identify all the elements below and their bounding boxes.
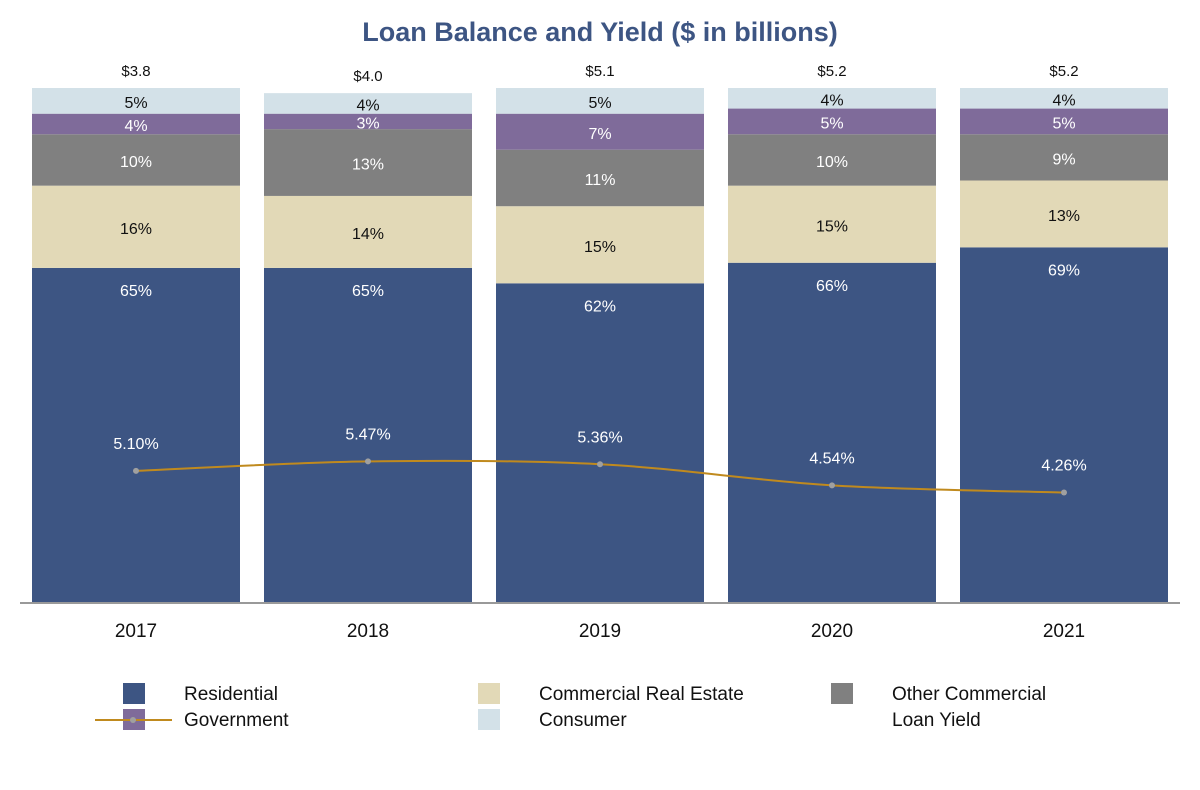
data-label: 11%	[585, 172, 616, 189]
bar-segment	[32, 88, 240, 114]
bar-segment	[32, 267, 240, 602]
bar-segment	[496, 88, 704, 114]
data-label: 14%	[352, 226, 384, 243]
legend-label: Government	[184, 710, 289, 731]
bar-segment	[728, 185, 936, 263]
bar-segment	[264, 195, 472, 268]
bar-segment	[496, 283, 704, 602]
data-label: 9%	[1052, 152, 1075, 169]
bar-segment	[32, 185, 240, 268]
bar-segment	[496, 113, 704, 150]
yield-label: 5.10%	[113, 436, 158, 453]
data-label: 5%	[588, 95, 611, 112]
legend-label: Other Commercial	[892, 684, 1046, 705]
yield-label: 5.47%	[345, 427, 390, 444]
bar-segment	[264, 113, 472, 130]
yield-marker	[597, 461, 603, 468]
data-label: 10%	[816, 154, 848, 171]
bar-segment	[960, 134, 1168, 181]
yield-label: 5.36%	[577, 429, 622, 446]
data-label: 15%	[584, 239, 616, 256]
data-label: 13%	[1048, 208, 1080, 225]
total-label: $5.2	[1049, 63, 1078, 80]
data-label: 65%	[120, 283, 152, 300]
yield-marker	[133, 467, 139, 474]
data-label: 4%	[124, 118, 147, 135]
data-label: 65%	[352, 283, 384, 300]
total-label: $5.2	[817, 63, 846, 80]
bar-segment	[264, 267, 472, 602]
data-label: 69%	[1048, 263, 1080, 280]
x-tick-label: 2018	[347, 621, 389, 642]
legend-swatch	[478, 709, 500, 730]
bar-segment	[728, 88, 936, 109]
x-tick-label: 2017	[115, 621, 157, 642]
bar-segment	[264, 129, 472, 196]
data-label: 5%	[1052, 116, 1075, 133]
legend-swatch	[478, 683, 500, 704]
bar-segment	[960, 247, 1168, 602]
chart-title: Loan Balance and Yield ($ in billions)	[362, 17, 838, 47]
data-label: 4%	[1052, 92, 1075, 109]
bar-segment	[32, 134, 240, 186]
data-label: 7%	[588, 126, 611, 143]
yield-label: 4.54%	[809, 451, 854, 468]
bar-segment	[264, 93, 472, 114]
bar-segment	[960, 180, 1168, 248]
bar-segment	[728, 262, 936, 602]
data-label: 10%	[120, 154, 152, 171]
bar-segment	[496, 206, 704, 284]
legend-marker	[130, 717, 136, 723]
data-label: 5%	[124, 95, 147, 112]
legend-label: Loan Yield	[892, 710, 981, 731]
legend-label: Residential	[184, 684, 278, 705]
data-label: 4%	[820, 92, 843, 109]
data-label: 16%	[120, 221, 152, 238]
data-label: 4%	[356, 98, 379, 115]
yield-marker	[829, 482, 835, 489]
data-label: 62%	[584, 299, 616, 316]
total-label: $5.1	[585, 63, 614, 80]
x-tick-label: 2021	[1043, 621, 1085, 642]
yield-marker	[1061, 489, 1067, 496]
x-tick-label: 2020	[811, 621, 853, 642]
bar-segment	[960, 88, 1168, 109]
data-label: 66%	[816, 278, 848, 295]
legend-label: Commercial Real Estate	[539, 684, 744, 705]
data-label: 13%	[352, 157, 384, 174]
total-label: $4.0	[353, 68, 382, 85]
bar-segment	[32, 113, 240, 135]
total-label: $3.8	[121, 63, 150, 80]
legend-label: Consumer	[539, 710, 627, 731]
data-label: 5%	[820, 116, 843, 133]
legend-swatch	[123, 683, 145, 704]
data-label: 15%	[816, 218, 848, 235]
yield-marker	[365, 458, 371, 465]
bar-segment	[728, 134, 936, 186]
yield-label: 4.26%	[1041, 458, 1086, 475]
bar-segment	[960, 108, 1168, 135]
bar-segment	[496, 149, 704, 207]
data-label: 3%	[356, 116, 379, 133]
bar-segment	[728, 108, 936, 135]
x-tick-label: 2019	[579, 621, 621, 642]
legend-swatch	[831, 683, 853, 704]
